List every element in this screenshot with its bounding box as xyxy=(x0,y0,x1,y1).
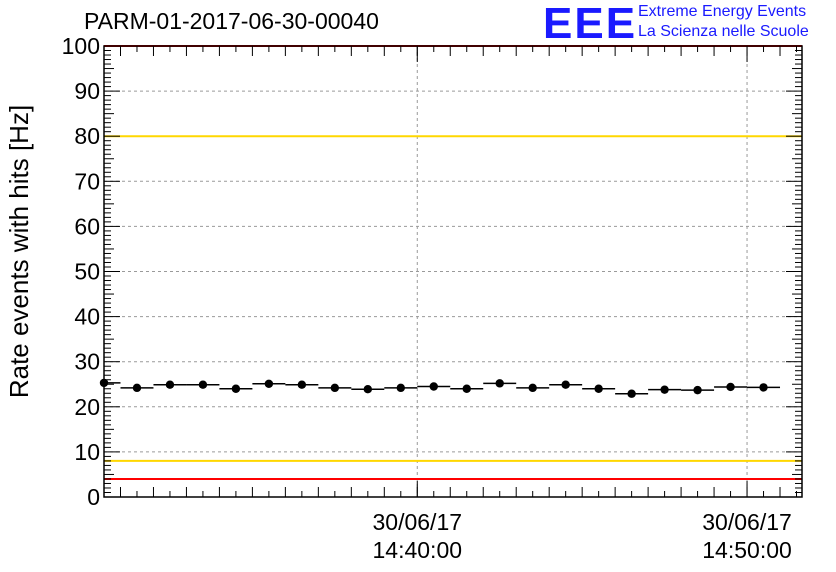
y-tick-label: 80 xyxy=(74,123,100,149)
y-tick-label: 70 xyxy=(74,168,100,194)
y-tick-label: 90 xyxy=(74,78,100,104)
y-tick-labels: 0 10 20 30 40 50 60 70 80 90 100 xyxy=(62,33,100,510)
y-tick-label: 10 xyxy=(74,439,100,465)
y-axis-label: Rate events with hits [Hz] xyxy=(4,105,34,398)
y-tick-label: 20 xyxy=(74,394,100,420)
data-point xyxy=(594,384,603,393)
data-point xyxy=(165,380,175,389)
logo-line-2: La Scienza nelle Scuole xyxy=(638,23,809,40)
data-point xyxy=(231,384,241,393)
data-point xyxy=(198,380,208,389)
y-tick-label: 30 xyxy=(74,349,100,375)
data-points xyxy=(99,378,781,398)
y-tick-label: 100 xyxy=(62,33,100,59)
y-tick-label: 0 xyxy=(87,484,100,510)
x-tick-label-time: 14:40:00 xyxy=(373,537,463,563)
data-point xyxy=(462,384,471,393)
x-tick-label-date: 30/06/17 xyxy=(702,509,792,535)
y-tick-label: 60 xyxy=(74,213,100,239)
data-point xyxy=(264,379,274,388)
data-point xyxy=(99,378,109,388)
data-point xyxy=(726,382,735,392)
data-point xyxy=(132,383,142,393)
data-point xyxy=(495,379,504,388)
axis-ticks xyxy=(103,45,802,498)
data-point xyxy=(660,385,669,394)
data-point xyxy=(396,383,405,393)
data-point xyxy=(330,383,340,393)
data-point xyxy=(297,380,307,389)
x-tick-label-date: 30/06/17 xyxy=(373,509,463,535)
data-point xyxy=(528,383,537,393)
logo-line-1: Extreme Energy Events xyxy=(638,3,807,20)
data-point xyxy=(429,382,438,391)
chart-title: PARM-01-2017-06-30-00040 xyxy=(84,8,379,34)
data-point xyxy=(759,383,768,392)
data-point xyxy=(561,380,570,389)
y-tick-label: 50 xyxy=(74,259,100,285)
x-tick-label-time: 14:50:00 xyxy=(702,537,792,563)
reference-lines xyxy=(104,45,802,480)
data-point xyxy=(363,385,373,394)
eee-logo: EEE xyxy=(543,0,638,48)
data-point xyxy=(693,385,702,395)
y-tick-label: 40 xyxy=(74,304,100,330)
grid-lines xyxy=(104,46,802,497)
data-point xyxy=(627,389,636,398)
